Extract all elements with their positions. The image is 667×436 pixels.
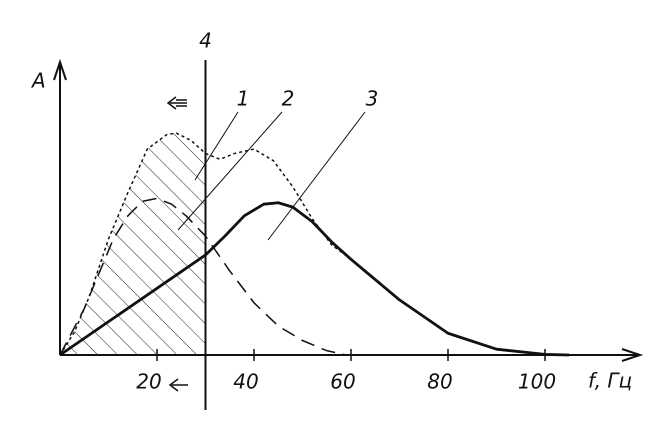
x-tick-label: 80	[427, 370, 452, 394]
x-tick-label: 20	[136, 370, 161, 394]
marker-label: 4	[199, 29, 212, 53]
curve-label: 1	[237, 87, 250, 111]
x-tick-label: 60	[330, 370, 355, 394]
hatched-area	[60, 133, 206, 355]
x-axis-label: f, Гц	[588, 369, 632, 393]
leader-line	[177, 111, 283, 231]
curve	[59, 197, 347, 356]
x-tick-label: 100	[518, 370, 556, 394]
curve-label: 2	[282, 87, 295, 111]
curve-label: 3	[366, 87, 379, 111]
y-axis-label: A	[30, 69, 46, 93]
leader-line	[194, 111, 239, 181]
y-arrow	[53, 58, 67, 81]
arrow-left	[166, 96, 187, 110]
x-arrow	[621, 348, 644, 362]
arrow-left	[168, 378, 188, 392]
x-tick-label: 40	[233, 370, 258, 394]
leader-line	[267, 111, 366, 241]
